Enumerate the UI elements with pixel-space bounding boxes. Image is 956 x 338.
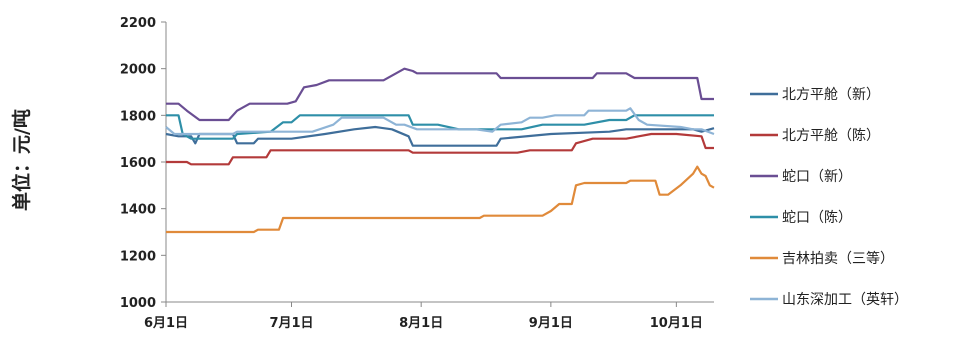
y-tick-label: 2000 [120, 63, 156, 78]
series-line-6 [165, 107, 715, 136]
legend-label: 吉林拍卖（三等） [782, 250, 894, 267]
series-line-3 [166, 67, 714, 122]
y-tick-label: 2200 [120, 16, 156, 31]
x-tick-label: 9月1日 [529, 316, 573, 331]
y-tick-label: 1000 [120, 296, 156, 311]
legend-label: 北方平舱（新） [782, 87, 880, 103]
series-line-2 [166, 132, 714, 166]
y-tick-label: 1200 [120, 249, 156, 264]
y-tick-label: 1600 [120, 156, 156, 171]
legend-label: 山东深加工（英轩） [782, 291, 908, 308]
y-tick-label: 1400 [120, 203, 156, 218]
series-lines [165, 67, 715, 234]
y-axis-title: 单位：元/吨 [10, 109, 33, 211]
x-tick-label: 10月1日 [650, 316, 703, 331]
x-tick-label: 7月1日 [269, 316, 313, 331]
y-tick-labels: 1000 1200 1400 1600 1800 2000 2200 [120, 16, 166, 311]
x-tick-label: 8月1日 [399, 316, 443, 331]
series-line-4 [166, 114, 714, 140]
y-tick-label: 1800 [120, 109, 156, 124]
legend: 北方平舱（新） 北方平舱（陈） 蛇口（新） 蛇口（陈） 吉林拍卖（三等） 山东深加工（英轩… [750, 87, 908, 308]
legend-label: 蛇口（陈） [782, 209, 852, 226]
legend-label: 北方平舱（陈） [782, 127, 880, 144]
chart-axes [165, 22, 714, 303]
series-line-5 [166, 165, 715, 234]
x-tick-labels: 6月1日 7月1日 8月1日 9月1日 10月1日 [144, 302, 703, 331]
legend-label: 蛇口（新） [782, 169, 852, 185]
x-tick-label: 6月1日 [144, 316, 188, 331]
